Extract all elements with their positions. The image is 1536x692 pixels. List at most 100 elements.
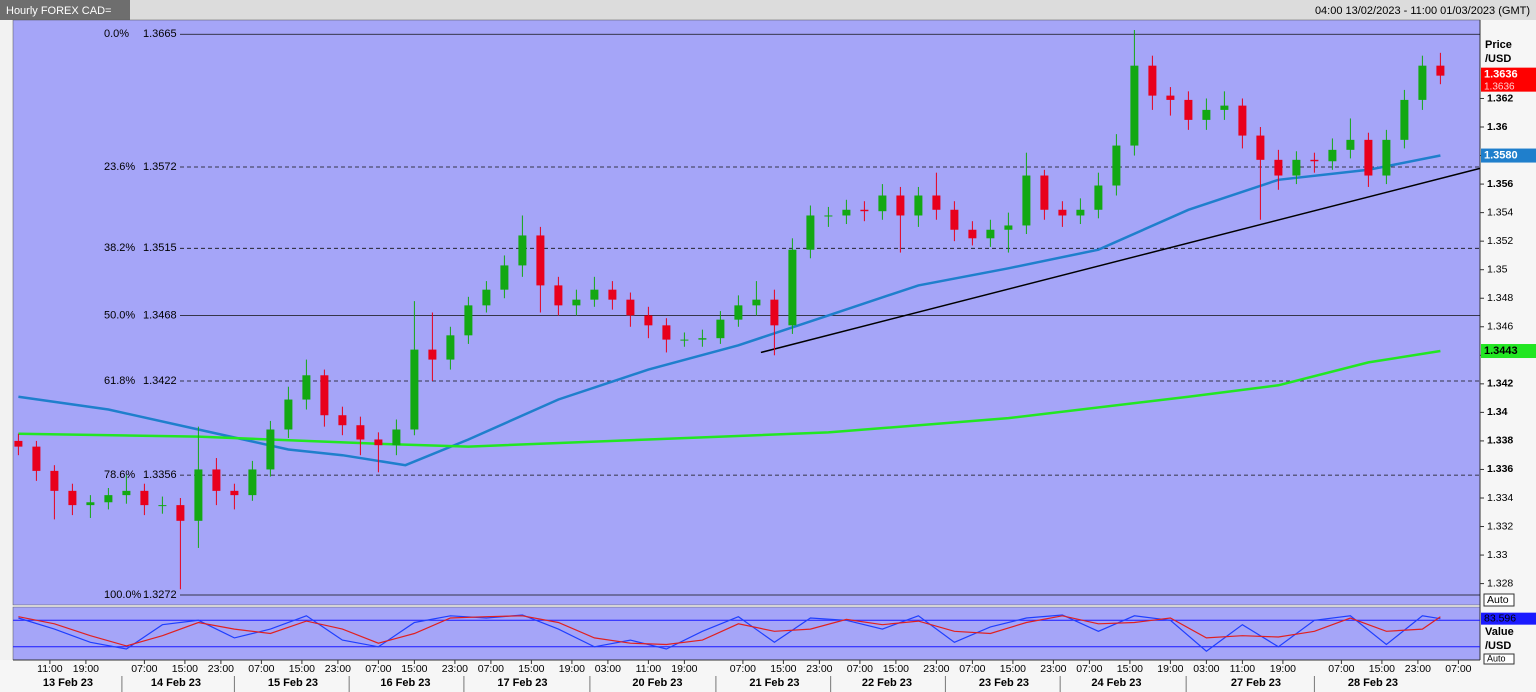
chart-title: Hourly FOREX CAD=	[6, 5, 111, 17]
candle-body	[1310, 159, 1319, 162]
candle-body	[662, 325, 671, 340]
date-label: 13 Feb 23	[43, 677, 93, 689]
last-price-marker	[1481, 67, 1536, 92]
candle-body	[1238, 105, 1247, 136]
left-margin	[0, 20, 13, 660]
x-tick-label: 15:00	[172, 663, 198, 675]
candle-body	[1112, 145, 1121, 186]
x-tick-label: 07:00	[959, 663, 985, 675]
x-tick-label: 15:00	[518, 663, 544, 675]
scale-box	[1483, 653, 1515, 665]
candle-body	[302, 375, 311, 400]
candle-body	[986, 229, 995, 239]
fib-percent: 61.8%	[104, 375, 135, 387]
candle-body	[248, 469, 257, 496]
x-tick-label: 07:00	[1076, 663, 1102, 675]
date-label: 16 Feb 23	[380, 677, 430, 689]
candle-body	[1364, 139, 1373, 176]
x-tick-label: 15:00	[401, 663, 427, 675]
candle-body	[842, 209, 851, 216]
candle-body	[1436, 65, 1445, 76]
candle-body	[68, 490, 77, 506]
candle-body	[1058, 209, 1067, 216]
candle-body	[1256, 135, 1265, 160]
candle-body	[482, 289, 491, 306]
date-label: 28 Feb 23	[1348, 677, 1398, 689]
y-tick-label: 1.33	[1487, 549, 1508, 561]
candle-body	[1292, 159, 1301, 176]
candle-body	[536, 235, 545, 286]
candle-body	[1382, 139, 1391, 176]
candle-body	[896, 195, 905, 216]
price-marker-label: 1.3580	[1484, 149, 1518, 161]
candle-body	[1418, 65, 1427, 100]
y-tick-label: 1.352	[1487, 235, 1513, 247]
value-marker	[1481, 612, 1536, 625]
x-tick-label: 19:00	[73, 663, 99, 675]
candle-body	[140, 490, 149, 506]
scale-mode: Auto	[1487, 594, 1509, 606]
candle-body	[1094, 185, 1103, 210]
y-tick-label: 1.328	[1487, 577, 1513, 589]
candle-body	[806, 215, 815, 250]
y-tick-label: 1.34	[1487, 406, 1508, 418]
candle-body	[608, 289, 617, 300]
candle-body	[1148, 65, 1157, 96]
fib-price: 1.3422	[143, 375, 177, 387]
stochastic-panel	[12, 606, 1481, 661]
candle-body	[428, 349, 437, 360]
trendline	[760, 167, 1481, 354]
fib-percent: 38.2%	[104, 242, 135, 254]
candle-body	[212, 469, 221, 491]
x-tick-label: 15:00	[1369, 663, 1395, 675]
candle-body	[824, 215, 833, 217]
candle-body	[626, 299, 635, 316]
x-tick-label: 23:00	[1405, 663, 1431, 675]
x-tick-label: 11:00	[37, 663, 63, 675]
x-tick-label: 07:00	[248, 663, 274, 675]
candle-body	[572, 299, 581, 306]
x-tick-label: 15:00	[883, 663, 909, 675]
y-tick-label: 1.354	[1487, 206, 1513, 218]
date-label: 22 Feb 23	[862, 677, 912, 689]
x-tick-label: 19:00	[1270, 663, 1296, 675]
x-tick-label: 15:00	[770, 663, 796, 675]
axis-title: Price	[1485, 39, 1512, 51]
fib-price: 1.3515	[143, 242, 177, 254]
candle-body	[590, 289, 599, 300]
price-marker	[1481, 148, 1536, 163]
candle-body	[446, 335, 455, 360]
date-label: 20 Feb 23	[632, 677, 682, 689]
x-tick-label: 15:00	[1117, 663, 1143, 675]
y-tick-label: 1.336	[1487, 463, 1513, 475]
candle-body	[716, 319, 725, 339]
candle-body	[860, 209, 869, 212]
fib-percent: 50.0%	[104, 309, 135, 321]
x-tick-label: 07:00	[847, 663, 873, 675]
x-tick-label: 07:00	[1328, 663, 1354, 675]
x-tick-label: 03:00	[595, 663, 621, 675]
candle-body	[158, 505, 167, 507]
candle-body	[50, 470, 59, 491]
candle-body	[1328, 149, 1337, 162]
fib-price: 1.3665	[143, 28, 177, 40]
candle-body	[932, 195, 941, 210]
candle-body	[914, 195, 923, 216]
y-tick-label: 1.338	[1487, 435, 1513, 447]
y-tick-label: 1.36	[1487, 121, 1508, 133]
candle-body	[878, 195, 887, 212]
candle-body	[950, 209, 959, 230]
price-marker	[1481, 344, 1536, 359]
axis-title: Value	[1485, 626, 1514, 638]
candle-body	[770, 299, 779, 326]
y-tick-label: 1.334	[1487, 492, 1513, 504]
candle-body	[410, 349, 419, 430]
candle-body	[176, 505, 185, 521]
y-tick-label: 1.356	[1487, 178, 1513, 190]
time-axis	[0, 660, 1536, 692]
x-tick-label: 07:00	[131, 663, 157, 675]
candle-body	[392, 429, 401, 446]
candle-body	[122, 490, 131, 496]
date-label: 14 Feb 23	[151, 677, 201, 689]
value-marker-label: 83.596	[1484, 612, 1516, 624]
